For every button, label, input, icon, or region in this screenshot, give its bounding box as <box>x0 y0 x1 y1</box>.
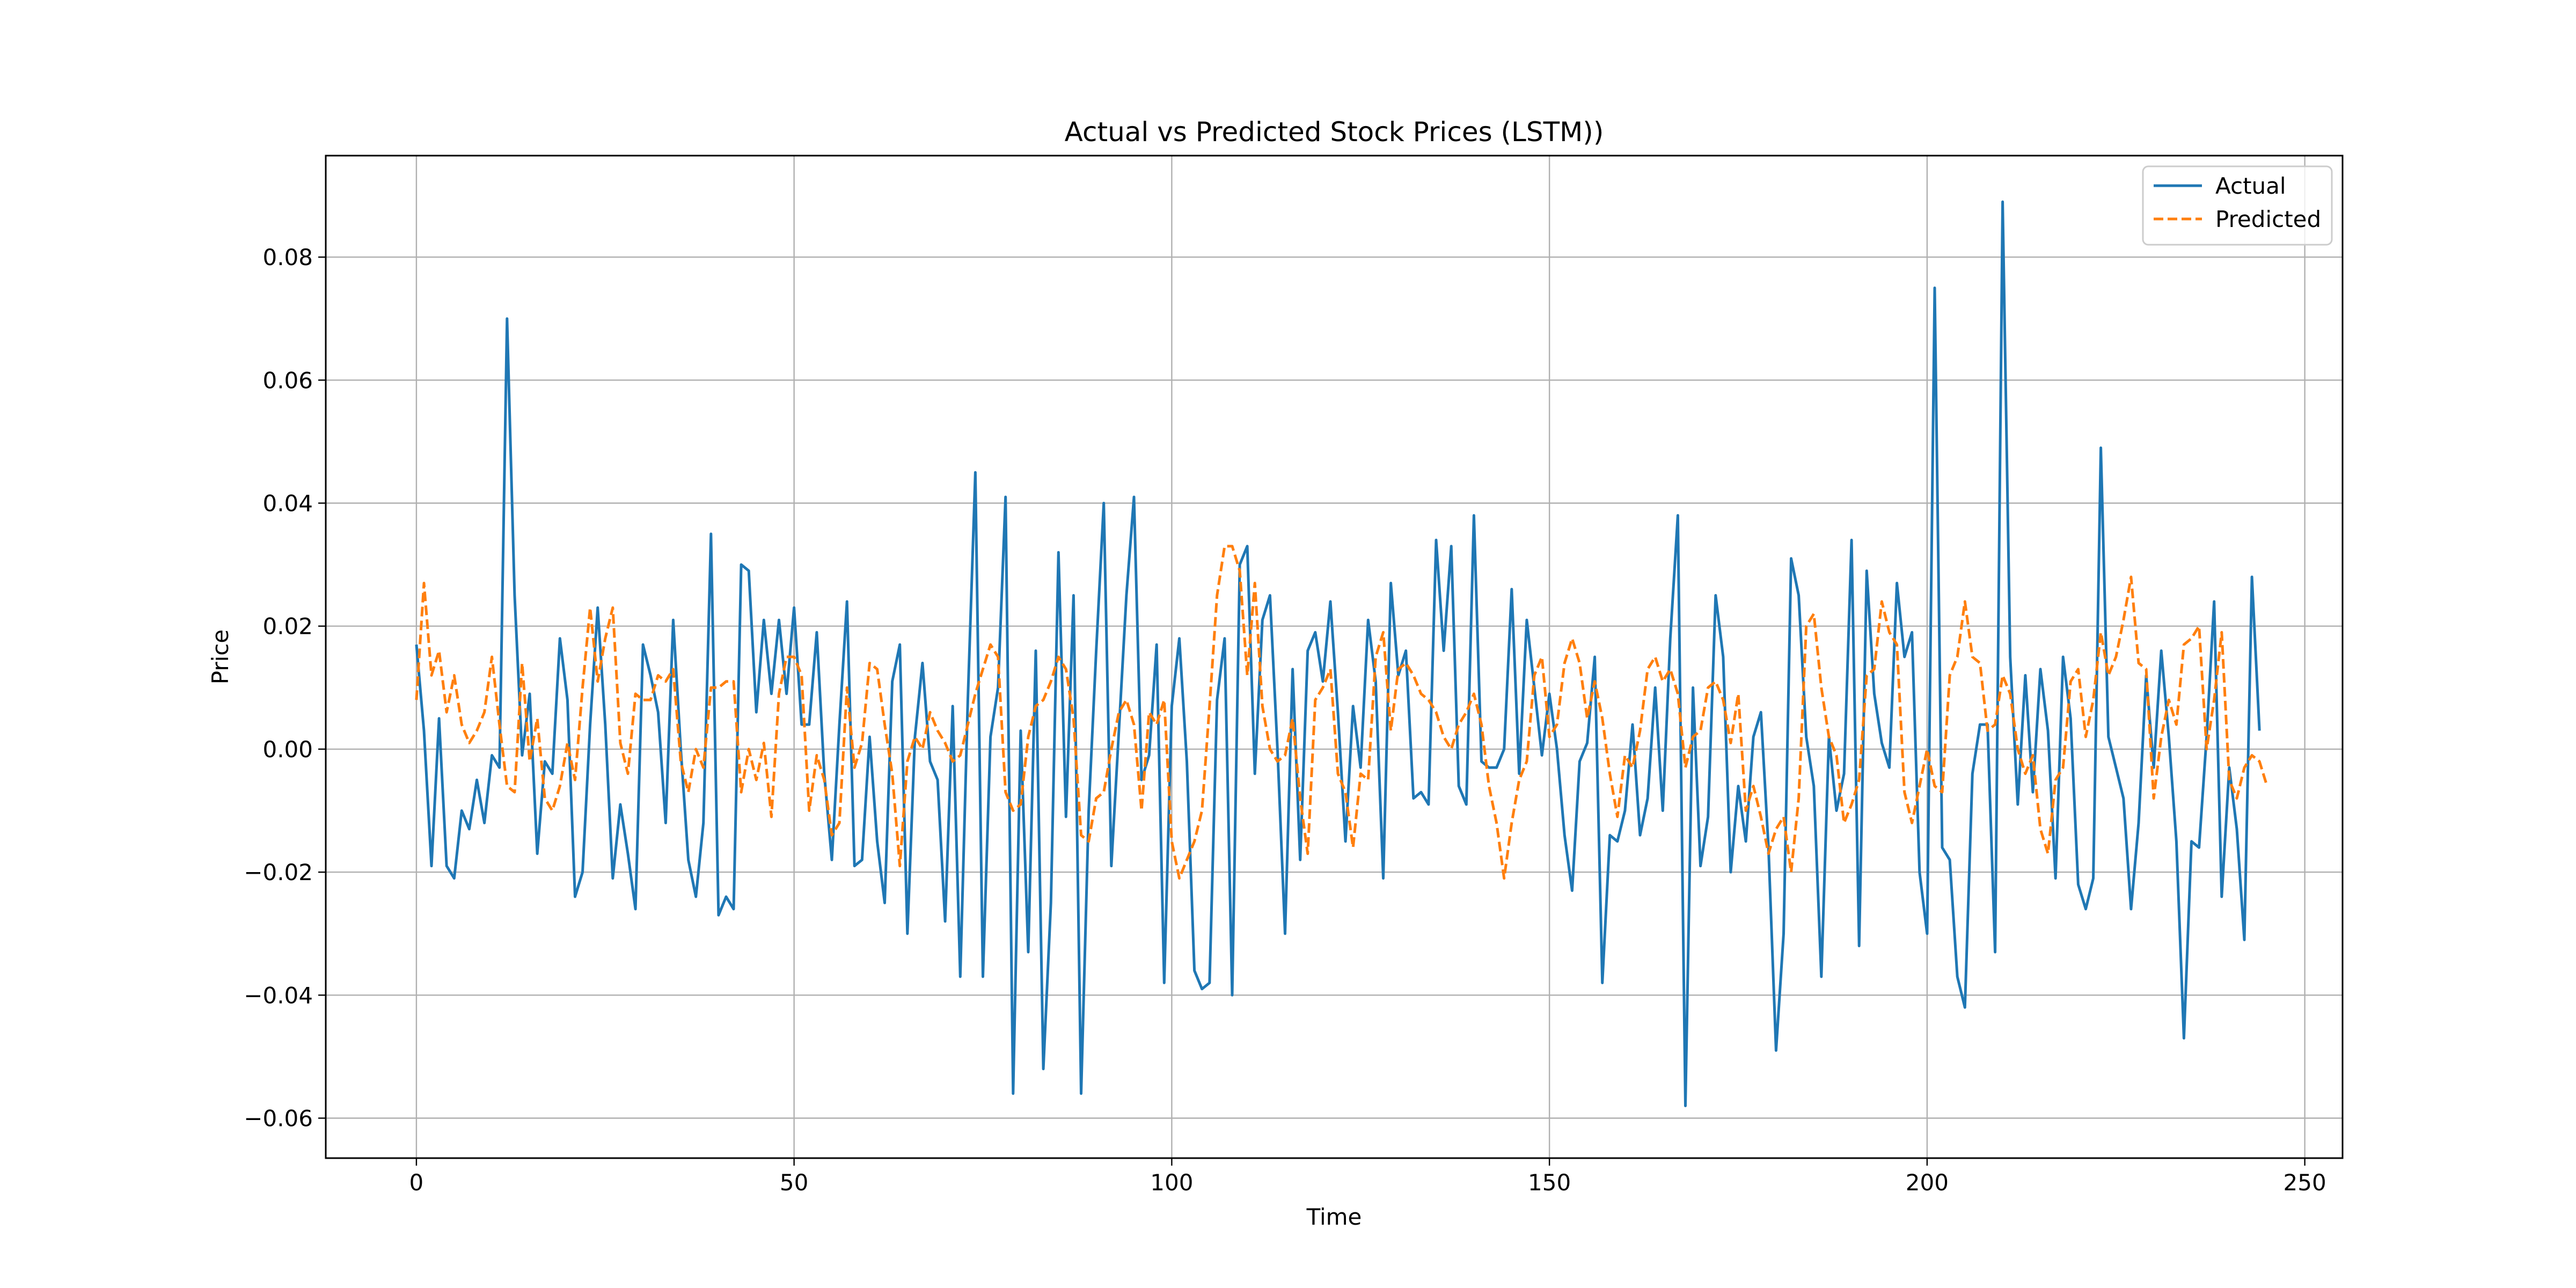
series-line-actual <box>415 200 2261 1108</box>
y-tick-label: 0.02 <box>262 613 313 640</box>
grid <box>326 156 2343 1158</box>
x-tick-label: 100 <box>1150 1169 1193 1196</box>
y-axis-title: Price <box>207 630 233 684</box>
chart-title: Actual vs Predicted Stock Prices (LSTM)) <box>1065 116 1604 148</box>
series-lines <box>415 200 2268 1108</box>
y-tick-label: 0.00 <box>262 736 313 763</box>
legend-label-predicted: Predicted <box>2215 206 2321 232</box>
x-axis-title: Time <box>1306 1204 1362 1230</box>
legend: Actual Predicted <box>2142 165 2333 246</box>
series-line-predicted <box>415 545 2268 880</box>
x-tick-label: 250 <box>2284 1169 2326 1196</box>
x-tick-label: 200 <box>1906 1169 1949 1196</box>
y-tick-label: −0.06 <box>244 1106 313 1132</box>
legend-label-actual: Actual <box>2215 173 2286 199</box>
plot-frame <box>325 155 2344 1159</box>
y-tick-label: −0.04 <box>244 982 313 1008</box>
x-tick-label: 0 <box>409 1169 424 1196</box>
y-tick-label: 0.08 <box>262 244 313 270</box>
x-tick-label: 150 <box>1528 1169 1571 1196</box>
y-tick-label: 0.06 <box>262 367 313 393</box>
axis-ticks: 0 50 100 150 200 250 −0.06 −0.04 −0.02 0.00 0.02 0.… <box>244 244 2326 1196</box>
y-tick-label: −0.02 <box>244 859 313 885</box>
x-tick-label: 50 <box>780 1169 808 1196</box>
y-tick-label: 0.04 <box>262 490 313 516</box>
